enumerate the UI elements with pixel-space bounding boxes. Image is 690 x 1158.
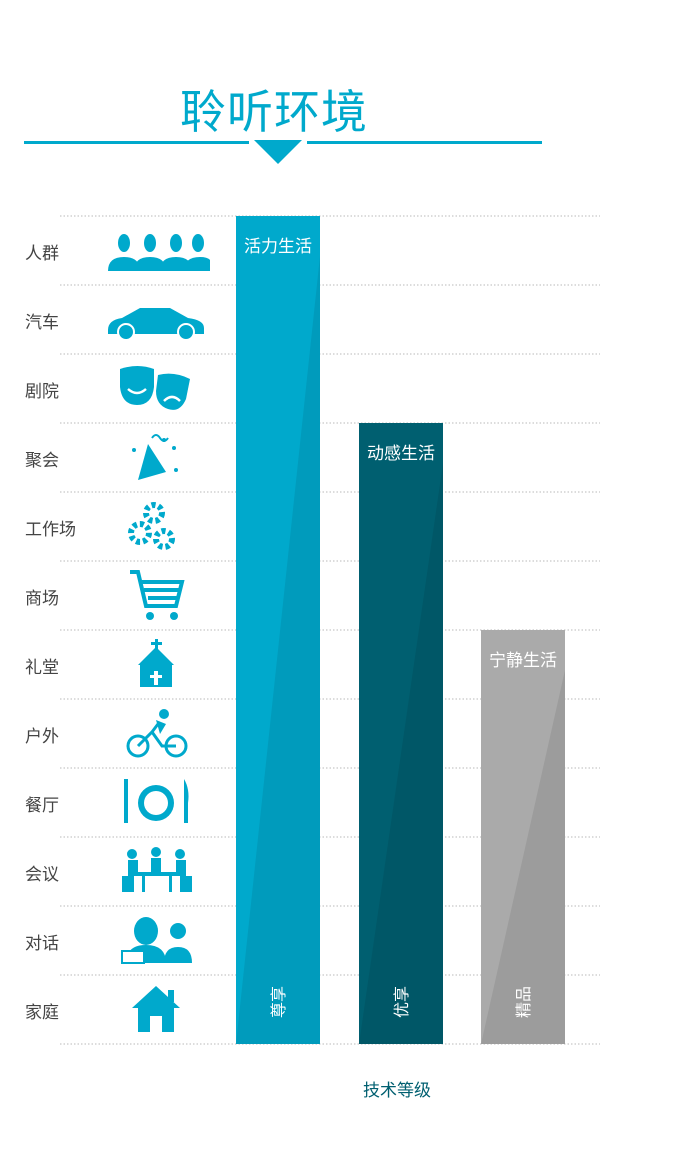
chapel-icon	[104, 637, 210, 693]
bar-title: 动感生活	[367, 444, 435, 464]
crowd-icon	[104, 223, 212, 279]
bar-shade	[236, 256, 320, 1044]
category-label: 尊享	[269, 986, 288, 1018]
row-label: 工作场	[25, 519, 76, 540]
row-label: 会议	[25, 864, 59, 885]
car-icon	[104, 292, 210, 348]
category-label: 优享	[392, 986, 411, 1018]
bar-shade	[481, 670, 565, 1044]
bar-尊享	[236, 216, 320, 1044]
conversation-icon	[104, 913, 210, 969]
bar-title: 活力生活	[244, 237, 312, 257]
row-label: 汽车	[25, 312, 59, 333]
bar-title: 宁静生活	[489, 651, 557, 671]
plate-cutlery-icon	[104, 775, 210, 831]
bar-shade	[359, 463, 443, 1044]
row-label: 聚会	[25, 450, 59, 471]
row-label: 对话	[25, 933, 59, 954]
row-label: 礼堂	[25, 657, 59, 678]
row-label: 餐厅	[25, 795, 59, 816]
meeting-icon	[104, 844, 210, 900]
category-label: 精品	[514, 986, 533, 1018]
party-hat-icon	[104, 430, 210, 486]
row-label: 人群	[25, 243, 59, 264]
x-axis-label: 技术等级	[363, 1081, 431, 1101]
shopping-cart-icon	[104, 568, 210, 624]
title-underline-left	[24, 141, 249, 144]
house-icon	[104, 982, 210, 1038]
row-label: 户外	[25, 726, 59, 747]
cyclist-icon	[104, 706, 210, 762]
row-label: 家庭	[25, 1002, 59, 1023]
title-pointer-triangle	[254, 140, 302, 164]
row-label: 商场	[25, 588, 59, 609]
bar-精品	[481, 630, 565, 1044]
page-title: 聆听环境	[180, 85, 368, 139]
gears-icon	[104, 499, 210, 555]
title-underline-right	[307, 141, 542, 144]
theater-masks-icon	[104, 361, 210, 417]
row-label: 剧院	[25, 381, 59, 402]
bar-优享	[359, 423, 443, 1044]
